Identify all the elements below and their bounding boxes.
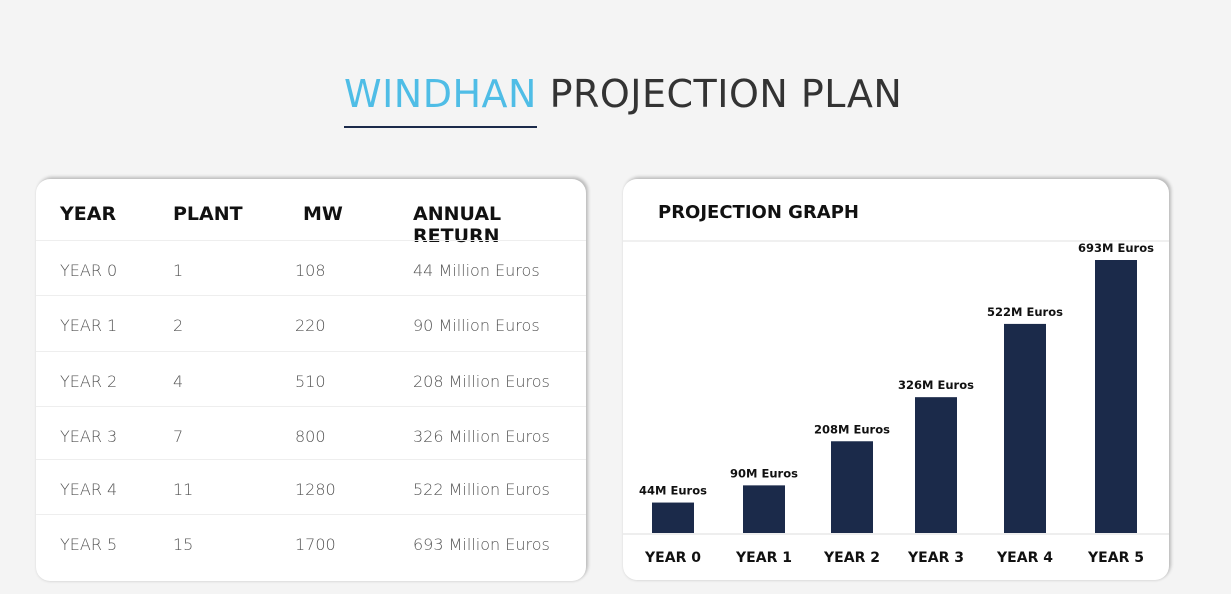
projection-graph-card: PROJECTION GRAPH 44M Euros YEAR 0 90M Euro… (623, 179, 1169, 580)
cell-annual-return: 326 Million Euros (413, 427, 550, 446)
data-label: 90M Euros (730, 466, 798, 480)
cell-year: YEAR 1 (60, 316, 118, 335)
bar (1095, 260, 1137, 533)
data-label: 326M Euros (898, 378, 974, 392)
cell-annual-return: 208 Million Euros (413, 372, 550, 391)
title-rest: PROJECTION PLAN (549, 72, 903, 116)
x-tick-label: YEAR 2 (823, 550, 880, 566)
cell-annual-return: 693 Million Euros (413, 535, 550, 554)
cell-plant: 1 (173, 261, 184, 280)
cell-mw: 220 (295, 316, 326, 335)
cell-plant: 7 (173, 427, 184, 446)
cell-year: YEAR 4 (60, 480, 118, 499)
bar (1004, 323, 1046, 533)
bar (915, 397, 957, 533)
cell-annual-return: 90 Million Euros (413, 316, 540, 335)
x-tick-label: YEAR 0 (644, 550, 701, 566)
bar (743, 485, 785, 533)
cell-plant: 15 (173, 535, 194, 554)
cell-mw: 108 (295, 261, 326, 280)
cell-annual-return: 522 Million Euros (413, 480, 550, 499)
cell-mw: 510 (295, 372, 326, 391)
cell-mw: 800 (295, 427, 326, 446)
x-tick-label: YEAR 3 (907, 550, 964, 566)
x-tick-label: YEAR 5 (1087, 550, 1144, 566)
cell-annual-return: 44 Million Euros (413, 261, 540, 280)
table-row: YEAR 2 4 510 208 Million Euros (36, 351, 586, 407)
title-accent: WINDHAN (344, 72, 537, 116)
header-year: YEAR (60, 203, 117, 225)
bar-chart: 44M Euros YEAR 0 90M Euros YEAR 1 208M Euros… (623, 241, 1169, 566)
header-plant: PLANT (173, 203, 243, 225)
data-label: 693M Euros (1078, 241, 1154, 255)
page-title: WINDHAN PROJECTION PLAN (344, 72, 902, 116)
cell-mw: 1280 (295, 480, 336, 499)
data-label: 208M Euros (814, 422, 890, 436)
table-row: YEAR 3 7 800 326 Million Euros (36, 406, 586, 462)
bar (652, 502, 694, 533)
data-label: 44M Euros (639, 484, 707, 498)
cell-year: YEAR 2 (60, 372, 118, 391)
projection-table: YEAR PLANT MW ANNUAL RETURN YEAR 0 1 108 44… (36, 179, 586, 581)
graph-title: PROJECTION GRAPH (658, 202, 859, 223)
table-row: YEAR 4 11 1280 522 Million Euros (36, 459, 586, 515)
header-mw: MW (303, 203, 343, 225)
x-tick-label: YEAR 1 (735, 550, 792, 566)
cell-plant: 4 (173, 372, 184, 391)
cell-year: YEAR 3 (60, 427, 118, 446)
cell-year: YEAR 0 (60, 261, 118, 280)
data-label: 522M Euros (987, 305, 1063, 319)
table-row: YEAR 5 15 1700 693 Million Euros (36, 514, 586, 570)
header-annual-return: ANNUAL RETURN (413, 203, 502, 247)
cell-plant: 2 (173, 316, 184, 335)
cell-mw: 1700 (295, 535, 336, 554)
table-row: YEAR 0 1 108 44 Million Euros (36, 240, 586, 296)
cell-year: YEAR 5 (60, 535, 118, 554)
x-tick-label: YEAR 4 (996, 550, 1053, 566)
cell-plant: 11 (173, 480, 194, 499)
bar (831, 441, 873, 533)
table-row: YEAR 1 2 220 90 Million Euros (36, 295, 586, 351)
